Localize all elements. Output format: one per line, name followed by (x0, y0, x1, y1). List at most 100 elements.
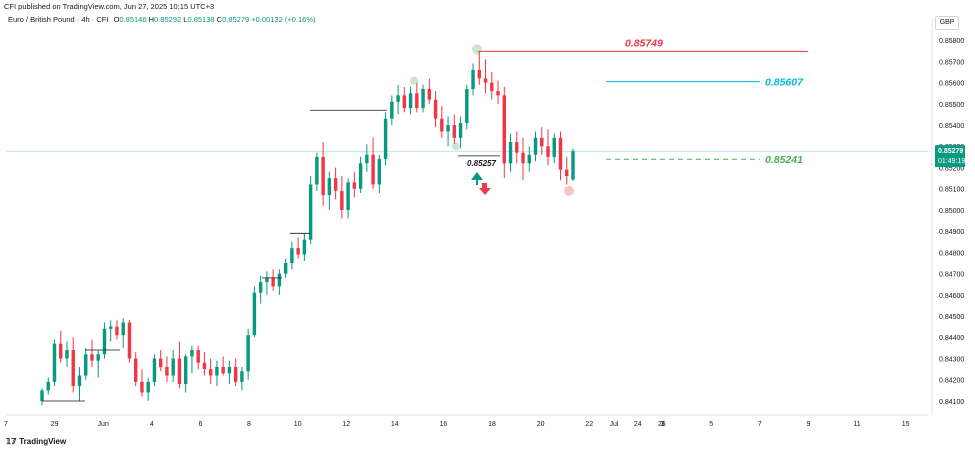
y-tick-label: 0.85100 (939, 187, 964, 194)
candle-body (227, 367, 232, 374)
candle-body (121, 322, 125, 336)
candle-body (233, 367, 238, 382)
high-label: H (148, 15, 155, 24)
y-tick-label: 0.85000 (939, 208, 964, 215)
candle-body (90, 354, 94, 361)
candle-body (440, 118, 444, 132)
candle-body (433, 99, 438, 119)
x-tick-label: 9 (806, 421, 810, 428)
x-tick-label: 22 (585, 421, 593, 428)
candle-body (402, 95, 407, 109)
candle-body (515, 142, 519, 153)
swing-low-marker (564, 185, 574, 196)
candle-body (521, 152, 525, 164)
x-tick-label: 29 (51, 421, 59, 428)
last-price-badge (935, 145, 965, 168)
close-value: 0.85279 (222, 15, 250, 24)
candle-body (383, 118, 388, 160)
candle-body (558, 137, 563, 170)
level-label: 0.85749 (625, 37, 663, 49)
candle-body (302, 239, 307, 255)
y-tick-label: 0.85800 (939, 38, 964, 45)
candle-body (215, 367, 219, 376)
publisher-header: CFI published on TradingView.com, Jun 27… (4, 2, 215, 11)
candle-body (352, 182, 357, 189)
candle-body (571, 151, 575, 180)
y-tick-label: 0.85600 (939, 81, 964, 88)
candle-body (533, 137, 538, 155)
candle-body (190, 350, 194, 357)
candle-body (490, 82, 494, 92)
tradingview-logo[interactable]: 𝟙𝟟 TradingView (6, 437, 66, 446)
y-tick-label: 0.84200 (939, 378, 964, 385)
candle-body (102, 328, 107, 355)
candle-body (65, 350, 69, 359)
candle-body (171, 358, 175, 376)
candle-body (540, 137, 544, 147)
candle-body (152, 358, 157, 382)
currency-button[interactable]: GBP (935, 16, 959, 30)
x-tick-label: 18 (488, 421, 496, 428)
y-tick-label: 0.84400 (939, 335, 964, 342)
y-tick-label: 0.84300 (939, 356, 964, 363)
candle-body (358, 163, 363, 189)
candle-body (333, 178, 338, 191)
x-tick-label: 24 (634, 421, 642, 428)
candle-body (546, 146, 550, 157)
candle-body (458, 122, 463, 138)
candle-body (59, 343, 63, 359)
candle-body (133, 358, 138, 382)
close-label: C (216, 15, 223, 24)
candle-body (446, 125, 450, 132)
candle-body (340, 190, 344, 210)
candle-body (158, 358, 163, 368)
candle-body (127, 322, 132, 359)
x-tick-label: 4 (150, 421, 154, 428)
candle-body (552, 137, 556, 157)
candle-body (465, 88, 469, 123)
candle-body (252, 292, 257, 336)
candle-body (565, 169, 569, 177)
candle-body (208, 369, 213, 376)
x-tick-label: 20 (537, 421, 545, 428)
x-tick-label: 11 (853, 421, 860, 428)
candle-body (77, 375, 82, 387)
y-tick-label: 0.85200 (939, 165, 964, 172)
x-tick-label: 12 (342, 421, 350, 428)
candle-body (271, 277, 275, 287)
candle-body (84, 354, 88, 376)
candle-body (390, 101, 394, 119)
candle-body (471, 69, 475, 89)
level-label: 0.85241 (765, 154, 803, 166)
annotation-label: 0.85257 (467, 159, 496, 168)
candle-body (96, 354, 100, 361)
candle-body (183, 356, 188, 384)
level-label: 0.85607 (765, 77, 804, 89)
candle-body (315, 156, 319, 185)
swing-high-marker (472, 44, 482, 55)
candle-body (365, 154, 369, 164)
open-value: 0.85146 (119, 15, 147, 24)
candle-body (308, 184, 313, 240)
candle-body (40, 390, 44, 401)
candle-body (296, 248, 300, 255)
symbol-name: Euro / British Pound · 4h · CFI (8, 15, 109, 24)
swing-marker (410, 76, 418, 85)
x-tick-label: 6 (198, 421, 202, 428)
candle-body (496, 91, 500, 96)
x-tick-label: 10 (294, 421, 302, 428)
open-label: O (113, 15, 120, 24)
y-tick-label: 0.84100 (939, 399, 964, 406)
candle-body (52, 343, 57, 382)
high-value: 0.85292 (154, 15, 182, 24)
candle-body (477, 69, 482, 79)
candle-body (421, 88, 425, 109)
symbol-info: Euro / British Pound · 4h · CFI O0.85146… (8, 15, 316, 24)
tradingview-logo-text: TradingView (19, 437, 67, 446)
x-tick-label: Jul (610, 421, 619, 428)
y-tick-label: 0.84800 (939, 250, 964, 257)
y-tick-label: 0.85700 (939, 59, 964, 66)
candle-body (427, 88, 432, 100)
countdown-label: 01:49:19 (938, 158, 965, 165)
